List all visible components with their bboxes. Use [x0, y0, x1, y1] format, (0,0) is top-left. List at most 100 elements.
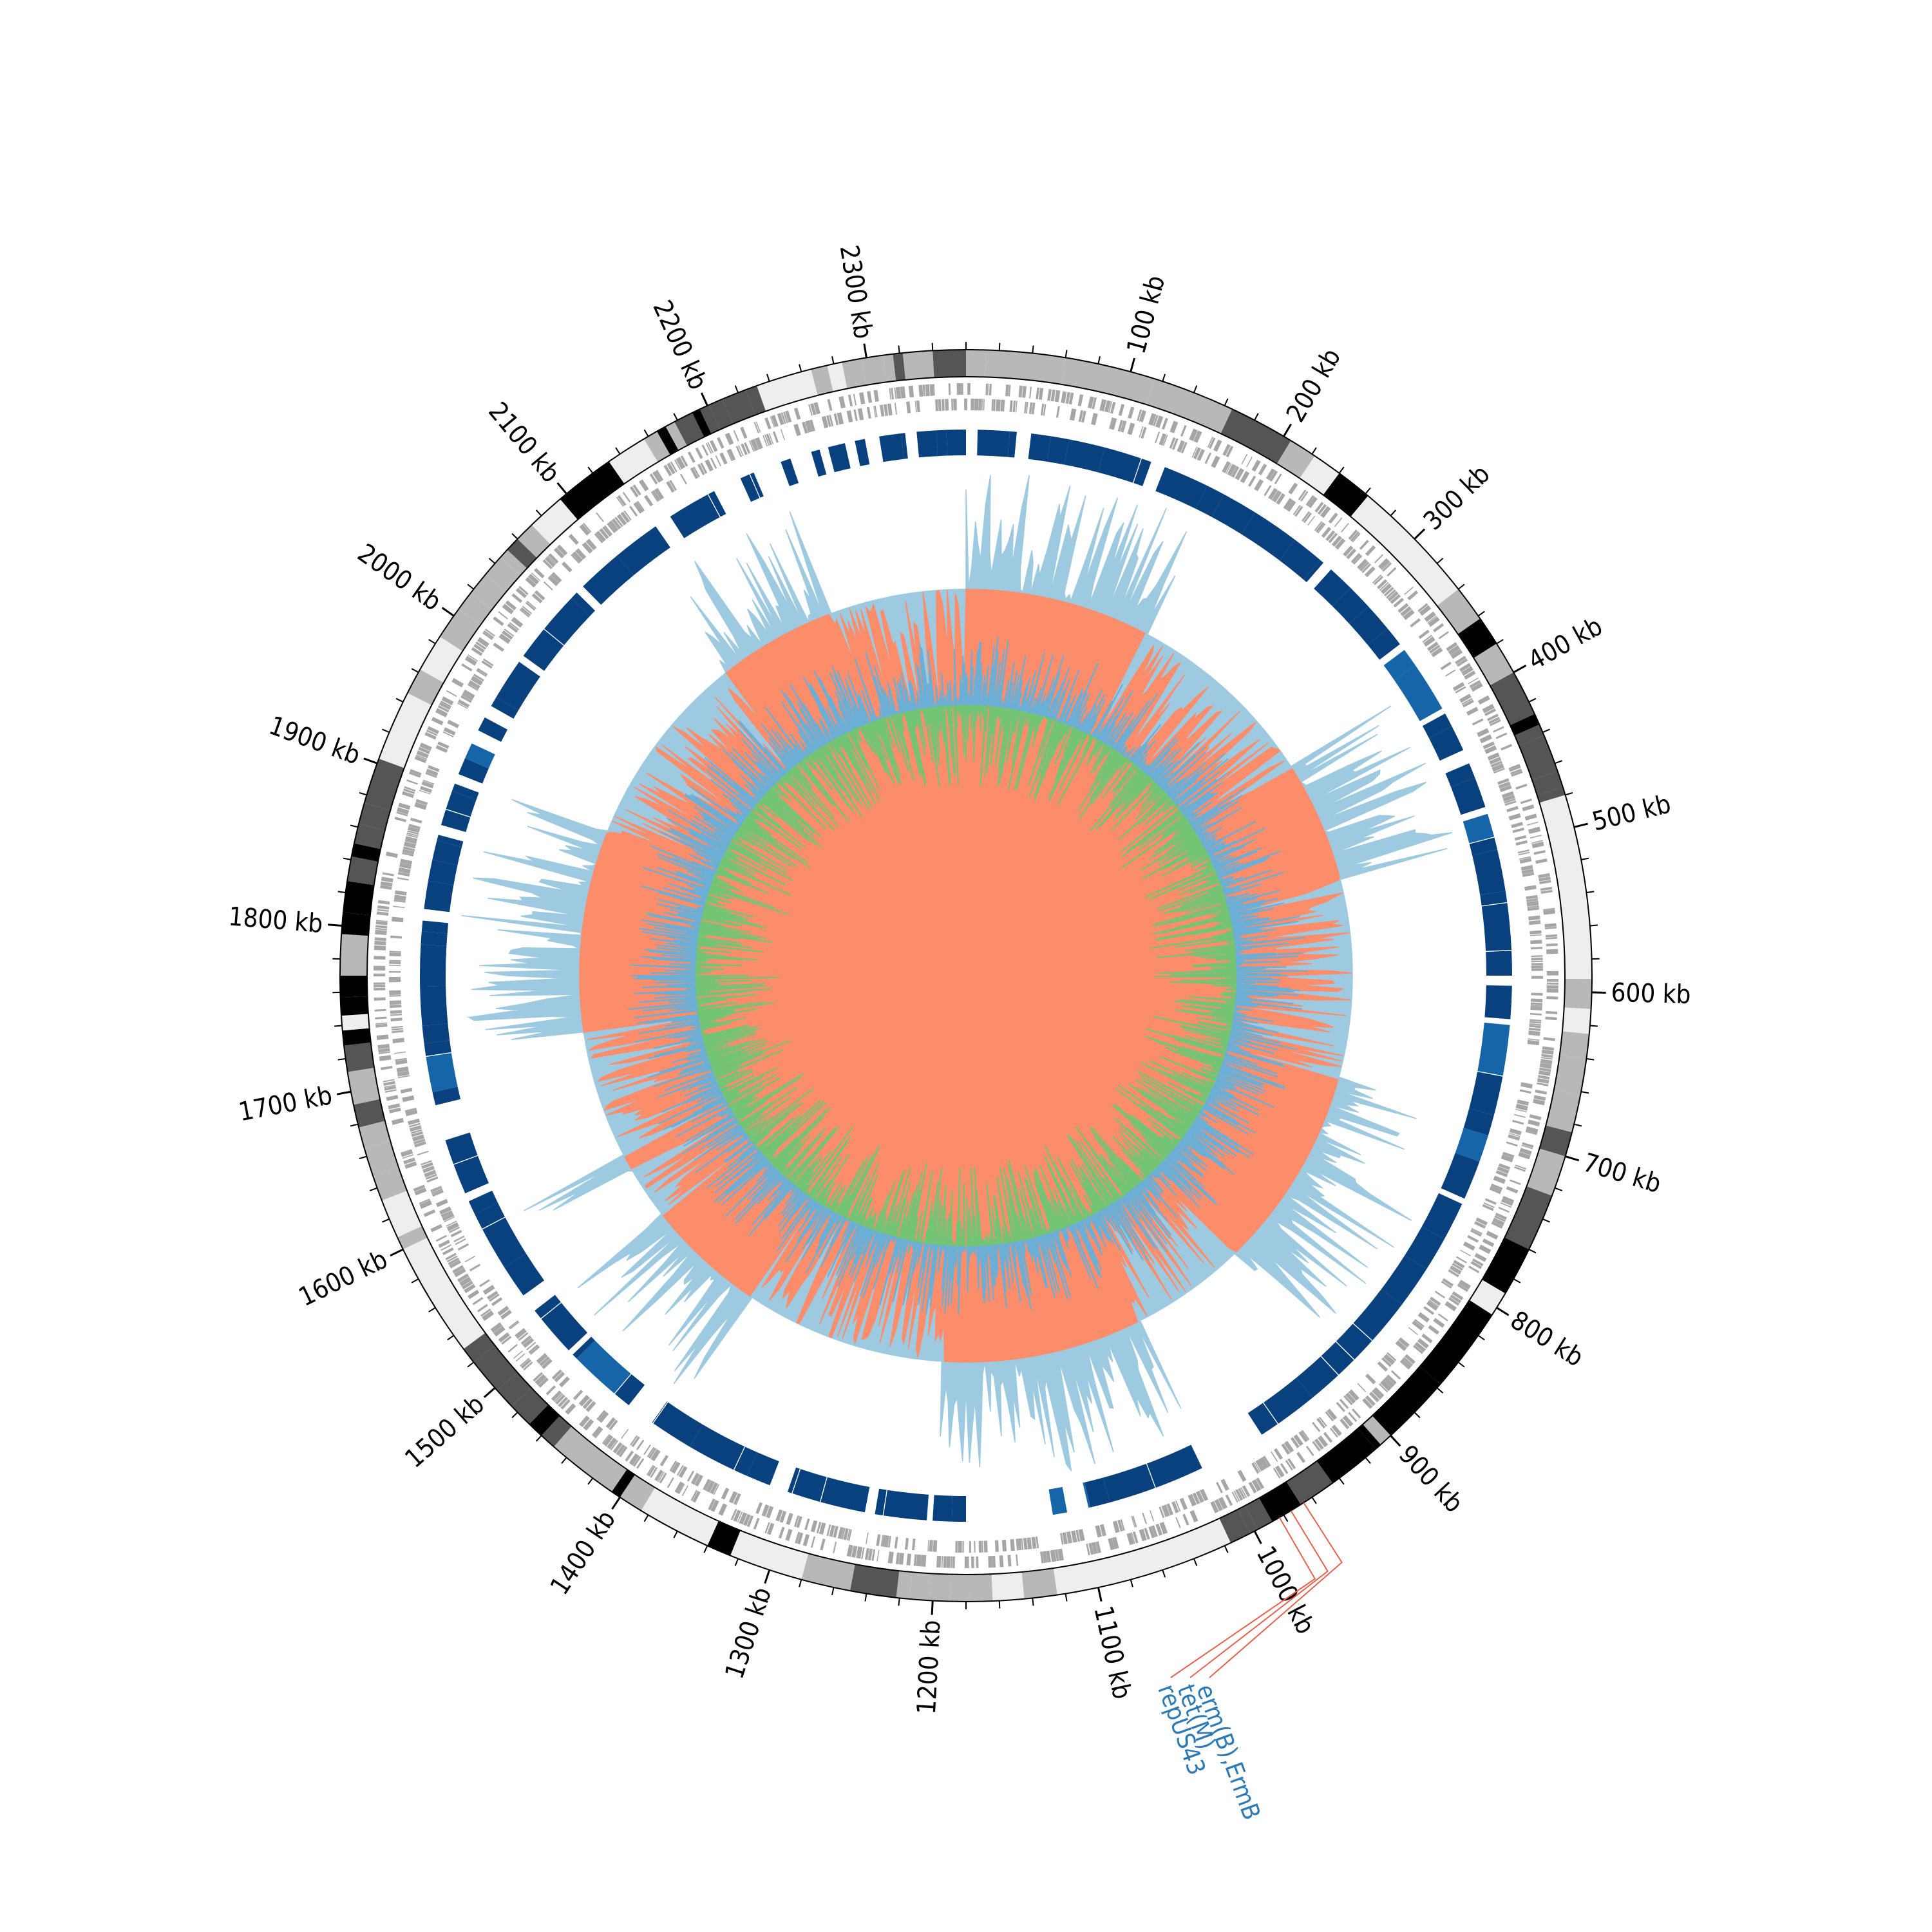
- minor-tick: [411, 668, 419, 673]
- cds-feature: [1276, 493, 1285, 505]
- cds-feature: [1256, 480, 1264, 491]
- cds-feature: [421, 1160, 432, 1166]
- cds-feature: [1179, 1497, 1188, 1510]
- minor-tick: [359, 1155, 367, 1160]
- cds-feature: [1139, 426, 1144, 438]
- cds-feature: [1528, 1027, 1541, 1031]
- cds-feature: [455, 1238, 466, 1245]
- minor-tick: [1586, 891, 1595, 893]
- cds-feature: [1546, 943, 1558, 947]
- cds-feature: [1142, 1512, 1147, 1524]
- cds-feature: [1162, 1504, 1170, 1517]
- cds-feature: [1542, 1046, 1555, 1051]
- cds-feature: [416, 750, 429, 759]
- cds-feature: [1482, 703, 1495, 714]
- blast-hit-block: [504, 1253, 545, 1296]
- blast-hit-block: [1481, 903, 1512, 951]
- blast-hit-block: [1394, 665, 1443, 721]
- cds-feature: [690, 1472, 700, 1485]
- cds-feature: [1386, 589, 1396, 599]
- cds-feature: [1518, 851, 1530, 856]
- cds-feature: [435, 708, 448, 717]
- cds-feature: [1450, 649, 1463, 659]
- cds-feature: [796, 1516, 802, 1528]
- contig-segment: [340, 934, 369, 976]
- cds-feature: [743, 1513, 751, 1526]
- cds-feature: [431, 1188, 443, 1195]
- contig-segment: [531, 499, 578, 545]
- minor-tick: [734, 1558, 739, 1566]
- cds-feature: [1071, 1530, 1077, 1543]
- contig-segment: [1258, 1481, 1301, 1522]
- cds-feature: [753, 1517, 760, 1530]
- cds-feature: [956, 383, 961, 395]
- cds-feature: [1428, 1300, 1439, 1307]
- cds-feature: [526, 1341, 536, 1350]
- minor-tick: [799, 1579, 802, 1587]
- cds-feature: [1521, 1144, 1533, 1150]
- minor-tick: [535, 1435, 542, 1442]
- cds-feature: [601, 1434, 611, 1444]
- minor-tick: [350, 1123, 359, 1127]
- contig-segment: [933, 350, 966, 378]
- cds-feature: [1258, 463, 1265, 475]
- cds-feature: [1477, 728, 1490, 737]
- cds-feature: [551, 1369, 562, 1380]
- cds-feature: [1161, 417, 1168, 430]
- cds-feature: [1099, 1524, 1106, 1537]
- contig-segment: [343, 881, 374, 916]
- cds-feature: [1522, 1142, 1534, 1148]
- blast-hit-block: [428, 860, 458, 886]
- cds-feature: [1216, 1482, 1223, 1493]
- cds-feature: [547, 555, 557, 565]
- cds-feature: [439, 1206, 451, 1215]
- cds-feature: [978, 399, 981, 411]
- cds-feature: [1540, 1059, 1553, 1065]
- blast-hit-block: [1477, 1023, 1510, 1076]
- cds-feature: [1448, 645, 1461, 656]
- minor-tick: [359, 791, 367, 796]
- cds-feature: [981, 399, 983, 411]
- contig-segment: [1166, 1518, 1231, 1566]
- cds-feature: [1418, 629, 1430, 639]
- minor-tick: [1528, 697, 1537, 703]
- contig-segment: [347, 1068, 380, 1105]
- blast-hit-block: [1484, 985, 1512, 1019]
- cds-feature: [1155, 1523, 1163, 1536]
- cds-feature: [1153, 414, 1159, 426]
- cds-feature: [764, 417, 772, 430]
- blast-hit-block: [617, 526, 670, 576]
- cds-feature: [813, 402, 820, 415]
- minor-tick: [1436, 558, 1444, 564]
- cds-feature: [596, 1410, 605, 1421]
- cds-feature: [851, 1545, 858, 1558]
- cds-feature: [1016, 1539, 1019, 1551]
- blast-hit-block: [875, 1488, 887, 1516]
- contig-segment: [730, 1530, 809, 1580]
- cds-feature: [1031, 1537, 1037, 1549]
- contig-segment: [1300, 455, 1340, 495]
- major-tick: [1591, 991, 1606, 994]
- cds-feature: [1531, 992, 1543, 996]
- cds-feature: [1150, 1510, 1155, 1522]
- cds-feature: [1531, 976, 1543, 979]
- cds-feature: [507, 623, 518, 633]
- blast-hit-block: [1486, 951, 1512, 976]
- cds-feature: [762, 435, 768, 447]
- cds-feature: [397, 1070, 410, 1077]
- major-tick: [336, 1090, 352, 1095]
- cds-feature: [1538, 873, 1550, 878]
- cds-feature: [710, 440, 718, 452]
- cds-feature: [1117, 419, 1123, 432]
- minor-tick: [511, 533, 518, 540]
- cds-feature: [1380, 583, 1392, 594]
- cds-feature: [895, 386, 902, 399]
- cds-feature: [771, 415, 779, 428]
- cds-feature: [439, 702, 451, 710]
- cds-feature: [402, 846, 415, 852]
- contig-segment: [354, 824, 385, 849]
- contig-segment: [381, 1191, 422, 1238]
- cds-feature: [377, 900, 390, 905]
- minor-tick: [1573, 1123, 1582, 1127]
- cds-feature: [749, 440, 755, 452]
